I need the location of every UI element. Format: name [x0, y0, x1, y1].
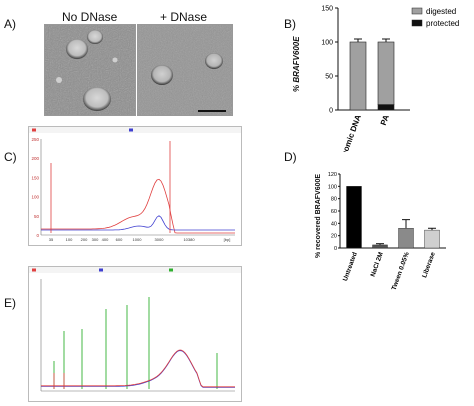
panel-d-ytick-label: 120	[328, 172, 337, 178]
panel-e-trace-blue	[41, 350, 235, 388]
panel-d-ytick-label: 0	[334, 246, 337, 252]
panel-a-label-left: No DNase	[62, 10, 118, 24]
panel-d-bars: Untreated NaCl 2M Tween 0.05% Liberase	[342, 186, 440, 290]
panel-b-legend-swatch	[411, 19, 423, 27]
panel-c-ytick-label: 50	[34, 214, 40, 219]
panel-d-ytick-label: 40	[331, 221, 337, 227]
panel-b-letter: B)	[284, 17, 296, 31]
panel-d-ytick-label: 80	[331, 197, 337, 203]
panel-b-legend: digested protected	[411, 7, 459, 28]
panel-c-xtick-label: [bp]	[224, 237, 231, 242]
micrograph-no-dnase	[44, 24, 136, 116]
panel-d-ytick-label: 20	[331, 234, 337, 240]
panel-c-trace-blue	[41, 215, 235, 231]
electropherogram-e	[28, 266, 242, 402]
panel-b-legend-swatch	[411, 7, 423, 15]
panel-e-trace-red	[41, 349, 235, 388]
panel-c-xtick-label: 10380	[183, 237, 195, 242]
panel-e-letter: E)	[4, 296, 16, 310]
panel-c-xtick-label: 400	[102, 237, 109, 242]
panel-a-letter: A)	[4, 17, 16, 31]
panel-b-legend-label: protected	[426, 19, 459, 28]
panel-c-xtick-label: 600	[116, 237, 123, 242]
panel-b-bar-protected	[377, 104, 395, 111]
panel-d-bar	[398, 228, 414, 249]
panel-b-category-label: PA	[379, 113, 391, 126]
panel-d-bar	[372, 244, 388, 249]
panel-d-letter: D)	[284, 150, 297, 164]
panel-c-ytick-label: 100	[31, 195, 39, 200]
panel-d-category-label: NaCl 2M	[370, 251, 385, 278]
panel-c-ytick-label: 250	[31, 137, 39, 142]
panel-c-xtick-label: 200	[81, 237, 88, 242]
panel-b-ytick-label: 100	[321, 40, 333, 47]
panel-b-bars: genomic DNA PA	[336, 38, 395, 152]
panel-a-label-right: + DNase	[160, 10, 208, 24]
panel-d-bar	[424, 229, 440, 249]
panel-d-ytick-label: 60	[331, 209, 337, 215]
panel-b-category-label: genomic DNA	[336, 113, 362, 152]
panel-b-bar-digested	[377, 41, 395, 105]
panel-c-xtick-label: 35	[49, 237, 54, 242]
panel-c-letter: C)	[4, 150, 17, 164]
panel-b-ytick-label: 0	[329, 108, 333, 115]
micrograph-plus-dnase	[137, 24, 233, 116]
panel-d-ytick-label: 100	[328, 184, 337, 190]
panel-d-chart: 0 20 40 60 80 100 120 Untreated NaCl 2M Tween 0.…	[328, 172, 446, 290]
panel-b-bar-digested	[349, 41, 367, 111]
panel-e-plot	[40, 279, 235, 392]
panel-b-legend-label: digested	[426, 7, 456, 16]
panel-b-ytick-label: 50	[325, 74, 333, 81]
panel-c-ytick-label: 200	[31, 156, 39, 161]
panel-c-xtick-label: 100	[66, 237, 73, 242]
panel-c-xtick-label: 300	[92, 237, 99, 242]
panel-c-ytick-label: 150	[31, 175, 39, 180]
panel-c-xtick-label: 1000	[133, 237, 143, 242]
panel-c-xtick-label: 3000	[155, 237, 165, 242]
panel-c-ytick-label: 0	[36, 233, 39, 238]
panel-d-category-label: Untreated	[342, 251, 359, 282]
panel-d-category-label: Liberase	[421, 251, 437, 279]
panel-c-trace-red	[41, 178, 235, 234]
panel-c-plot: 0 50 100 150 200 250 35 100 200 300 400 600 1000 3000…	[31, 137, 235, 242]
electropherogram-c: 0 50 100 150 200 250 35 100 200 300 400 600 1000 3000…	[28, 126, 242, 246]
panel-d-category-label: Tween 0.05%	[391, 251, 411, 290]
panel-b-chart: 0 50 100 150 genomic DNA PA digested protecte…	[321, 6, 459, 153]
panel-b-ytick-label: 150	[321, 6, 333, 13]
panel-d-bar	[346, 186, 362, 249]
